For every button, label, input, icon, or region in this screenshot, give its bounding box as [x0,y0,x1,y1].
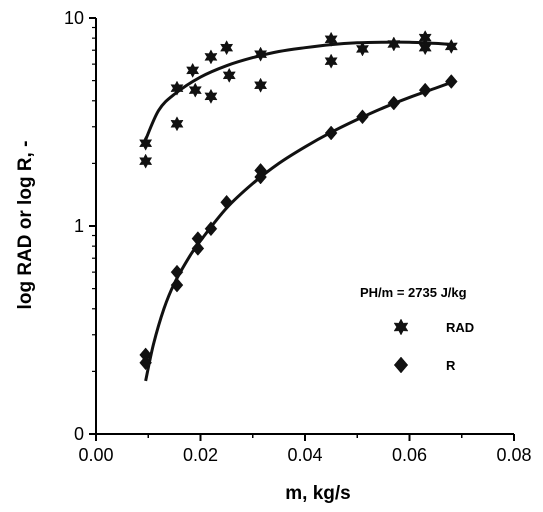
point-r [324,125,338,141]
fit-curve-r [144,81,452,382]
x-tick-label: 0.06 [392,445,427,465]
legend-annotation: PH/m = 2735 J/kg [360,285,467,300]
point-rad [170,80,184,96]
point-rad [170,116,184,132]
point-rad [204,88,218,104]
point-rad [418,40,432,56]
point-r [170,277,184,293]
y-ticks: 0 1 10 [64,8,96,444]
point-rad [387,36,401,52]
point-rad [355,41,370,57]
y-tick-label: 10 [64,8,84,28]
point-r [220,194,233,210]
x-tick-label: 0.02 [183,445,218,465]
point-rad [188,82,202,98]
point-r [204,221,218,237]
point-rad [222,67,236,83]
point-r [418,82,432,98]
point-r [387,95,401,111]
point-r [170,264,184,280]
x-tick-label: 0.08 [496,445,531,465]
point-rad [254,77,268,93]
point-r [356,109,369,125]
point-rad [139,153,153,169]
y-axis-title: log RAD or log R, - [15,141,36,310]
x-tick-label: 0.04 [287,445,322,465]
markers [139,30,458,371]
point-rad [186,62,200,78]
y-tick-label: 1 [74,216,84,236]
point-rad [444,38,458,54]
legend-label-r: R [446,358,456,373]
point-r [191,241,205,256]
y-tick-label: 0 [74,424,84,444]
legend-marker-rad [393,318,409,336]
point-rad [254,46,268,62]
point-rad [204,49,218,65]
legend: PH/m = 2735 J/kg RAD R [360,285,474,374]
point-rad [220,40,234,56]
point-r [139,355,152,371]
legend-marker-r [393,356,409,374]
x-tick-label: 0.00 [78,445,113,465]
legend-label-rad: RAD [446,320,474,335]
point-r [254,169,267,185]
point-rad [324,53,338,69]
x-ticks: 0.00 0.02 0.04 0.06 0.08 [78,434,532,465]
point-rad [324,31,338,47]
point-rad [139,135,153,151]
point-r [445,74,458,89]
x-axis-title: m, kg/s [285,483,350,504]
